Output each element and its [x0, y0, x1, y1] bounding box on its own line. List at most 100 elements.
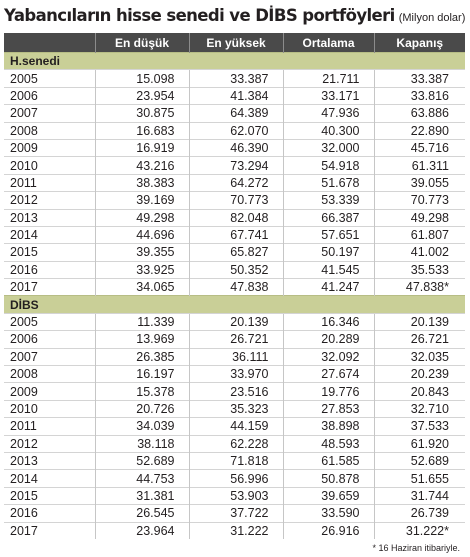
cell-min: 52.689 [94, 451, 189, 470]
cell-min: 23.964 [94, 521, 189, 539]
cell-close: 49.298 [373, 208, 465, 227]
cell-max: 20.139 [188, 312, 283, 331]
cell-min: 34.039 [94, 417, 189, 436]
cell-close: 52.689 [373, 451, 465, 470]
cell-max: 82.048 [188, 208, 283, 227]
cell-avg: 48.593 [282, 434, 374, 453]
cell-min: 49.298 [94, 208, 189, 227]
table-row: 2005 11.339 20.139 16.346 20.139 [4, 312, 465, 331]
cell-close: 61.311 [373, 156, 465, 175]
cell-close: 35.533 [373, 260, 465, 279]
cell-max: 70.773 [188, 191, 283, 210]
table-header: En düşük En yüksek Ortalama Kapanış [4, 33, 465, 53]
cell-min: 30.875 [94, 104, 189, 123]
cell-year: 2012 [4, 434, 95, 453]
footnote: * 16 Haziran itibariyle. [372, 543, 460, 553]
cell-min: 16.683 [94, 121, 189, 140]
cell-max: 46.390 [188, 138, 283, 157]
cell-close: 26.721 [373, 330, 465, 349]
cell-avg: 27.674 [282, 365, 374, 383]
cell-year: 2015 [4, 243, 95, 262]
cell-max: 71.818 [188, 451, 283, 470]
table-row: 2017 34.065 47.838 41.247 47.838* [4, 278, 465, 296]
cell-min: 38.118 [94, 434, 189, 453]
table-row: 2011 38.383 64.272 51.678 39.055 [4, 173, 465, 192]
cell-year: 2014 [4, 469, 95, 488]
cell-avg: 41.247 [282, 278, 374, 296]
cell-max: 41.384 [188, 86, 283, 105]
cell-year: 2009 [4, 138, 95, 157]
cell-close: 33.387 [373, 69, 465, 88]
cell-min: 34.065 [94, 278, 189, 296]
cell-avg: 38.898 [282, 417, 374, 436]
cell-avg: 21.711 [282, 69, 374, 88]
cell-max: 35.323 [188, 399, 283, 418]
cell-close: 37.533 [373, 417, 465, 436]
cell-min: 23.954 [94, 86, 189, 105]
section-row: H.senedi [4, 51, 465, 70]
cell-close: 70.773 [373, 191, 465, 210]
cell-close: 20.843 [373, 382, 465, 401]
cell-year: 2013 [4, 208, 95, 227]
cell-min: 38.383 [94, 173, 189, 192]
table-row: 2014 44.696 67.741 57.651 61.807 [4, 225, 465, 244]
cell-min: 43.216 [94, 156, 189, 175]
cell-close: 20.239 [373, 365, 465, 383]
cell-year: 2012 [4, 191, 95, 210]
cell-min: 39.355 [94, 243, 189, 262]
cell-year: 2007 [4, 347, 95, 366]
cell-max: 64.272 [188, 173, 283, 192]
cell-close: 63.886 [373, 104, 465, 123]
portfolio-table: En düşük En yüksek Ortalama Kapanış H.se… [4, 33, 465, 539]
cell-max: 26.721 [188, 330, 283, 349]
cell-max: 23.516 [188, 382, 283, 401]
cell-max: 64.389 [188, 104, 283, 123]
cell-avg: 66.387 [282, 208, 374, 227]
table-row: 2013 52.689 71.818 61.585 52.689 [4, 451, 465, 470]
cell-avg: 16.346 [282, 312, 374, 331]
table-row: 2015 31.381 53.903 39.659 31.744 [4, 486, 465, 505]
header-row: En düşük En yüksek Ortalama Kapanış [4, 33, 465, 53]
table-row: 2017 23.964 31.222 26.916 31.222* [4, 521, 465, 539]
cell-min: 26.545 [94, 504, 189, 523]
cell-year: 2010 [4, 399, 95, 418]
cell-min: 15.098 [94, 69, 189, 88]
title-row: Yabancıların hisse senedi ve DİBS portfö… [4, 6, 466, 28]
cell-year: 2010 [4, 156, 95, 175]
cell-max: 31.222 [188, 521, 283, 539]
cell-max: 47.838 [188, 278, 283, 296]
cell-avg: 39.659 [282, 486, 374, 505]
cell-close: 39.055 [373, 173, 465, 192]
cell-max: 56.996 [188, 469, 283, 488]
cell-avg: 33.590 [282, 504, 374, 523]
section-label: H.senedi [4, 51, 465, 70]
section-row: DİBS [4, 295, 465, 314]
cell-year: 2016 [4, 260, 95, 279]
table-row: 2007 26.385 36.111 32.092 32.035 [4, 347, 465, 366]
cell-avg: 32.000 [282, 138, 374, 157]
table-row: 2008 16.197 33.970 27.674 20.239 [4, 365, 465, 383]
cell-year: 2005 [4, 312, 95, 331]
cell-min: 16.919 [94, 138, 189, 157]
cell-max: 50.352 [188, 260, 283, 279]
cell-year: 2008 [4, 121, 95, 140]
cell-avg: 20.289 [282, 330, 374, 349]
table-row: 2013 49.298 82.048 66.387 49.298 [4, 208, 465, 227]
cell-min: 16.197 [94, 365, 189, 383]
table-row: 2009 16.919 46.390 32.000 45.716 [4, 138, 465, 157]
table-row: 2015 39.355 65.827 50.197 41.002 [4, 243, 465, 262]
cell-avg: 27.853 [282, 399, 374, 418]
cell-year: 2011 [4, 173, 95, 192]
cell-avg: 50.197 [282, 243, 374, 262]
cell-max: 67.741 [188, 225, 283, 244]
cell-avg: 51.678 [282, 173, 374, 192]
cell-min: 11.339 [94, 312, 189, 331]
header-year [4, 33, 95, 53]
table-row: 2008 16.683 62.070 40.300 22.890 [4, 121, 465, 140]
cell-avg: 53.339 [282, 191, 374, 210]
cell-avg: 32.092 [282, 347, 374, 366]
cell-min: 33.925 [94, 260, 189, 279]
cell-year: 2008 [4, 365, 95, 383]
cell-avg: 41.545 [282, 260, 374, 279]
table-row: 2012 38.118 62.228 48.593 61.920 [4, 434, 465, 453]
